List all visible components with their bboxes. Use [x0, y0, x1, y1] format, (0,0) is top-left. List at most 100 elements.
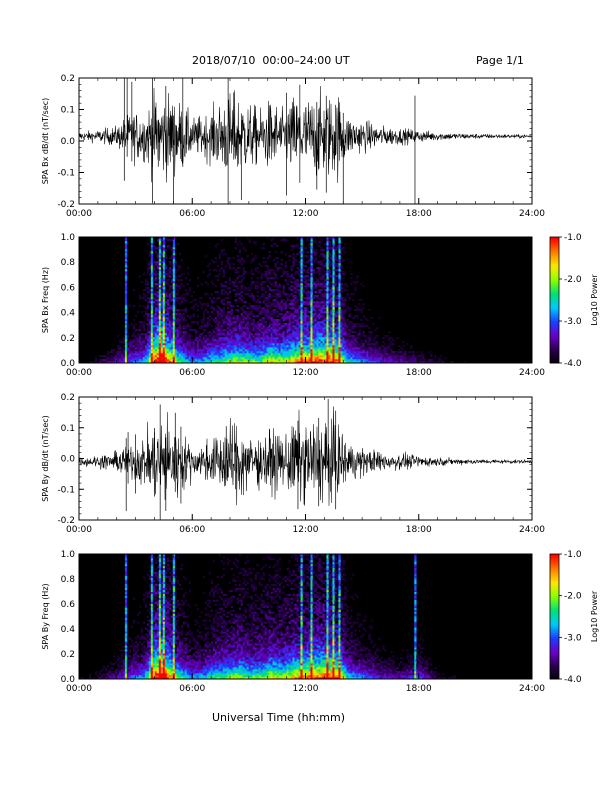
spectrogram-cell	[284, 329, 287, 332]
spectrogram-cell	[324, 299, 327, 302]
spectrogram-cell	[252, 347, 255, 350]
spectrogram-cell	[188, 335, 192, 338]
spectrogram-cell	[300, 361, 303, 364]
spectrogram-cell	[326, 315, 329, 318]
spectrogram-cell	[344, 337, 347, 340]
spectrogram-cell	[138, 275, 142, 278]
spectrogram-cell	[292, 333, 295, 336]
spectrogram-cell	[150, 347, 154, 350]
spectrogram-cell	[242, 311, 245, 314]
spectrogram-cell	[290, 315, 293, 318]
spectrogram-cell	[290, 317, 293, 320]
spectrogram-cell	[208, 335, 212, 338]
spectrogram-cell	[124, 293, 128, 296]
spectrogram-cell	[198, 357, 202, 360]
spectrogram-cell	[314, 239, 317, 242]
spectrogram-cell	[368, 349, 371, 352]
spectrogram-cell	[356, 351, 359, 354]
spectrogram-cell	[306, 347, 309, 350]
spectrogram-cell	[238, 327, 241, 330]
spectrogram-cell	[240, 321, 243, 324]
spectrogram-cell	[238, 319, 241, 322]
spectrogram-cell	[216, 311, 219, 314]
spectrogram-cell	[338, 307, 341, 310]
spectrogram-cell	[264, 345, 267, 348]
spectrogram-cell	[176, 289, 180, 292]
spectrogram-cell	[124, 239, 128, 242]
spectrogram-cell	[168, 353, 172, 356]
spectrogram-cell	[290, 321, 293, 324]
spectrogram-cell	[318, 337, 321, 340]
spectrogram-cell	[222, 347, 225, 350]
spectrogram-cell	[300, 273, 303, 276]
spectrogram-cell	[154, 339, 158, 342]
spectrogram-cell	[172, 335, 176, 338]
spectrogram-cell	[262, 289, 265, 292]
spectrogram-cell	[142, 327, 146, 330]
spectrogram-cell	[216, 319, 219, 322]
spectrogram-cell	[334, 281, 337, 284]
spectrogram-cell	[148, 345, 152, 348]
spectrogram-cell	[210, 345, 214, 348]
spectrogram-cell	[268, 341, 271, 344]
spectrogram-cell	[270, 323, 273, 326]
spectrogram-cell	[160, 335, 164, 338]
spectrogram-cell	[252, 341, 255, 344]
spectrogram-cell	[172, 285, 176, 288]
spectrogram-cell	[228, 341, 231, 344]
spectrogram-cell	[316, 301, 319, 304]
spectrogram-cell	[320, 261, 323, 264]
spectrogram-cell	[226, 293, 229, 296]
spectrogram-cell	[140, 281, 144, 284]
spectrogram-cell	[352, 293, 355, 296]
spectrogram-cell	[158, 353, 162, 356]
spectrogram-cell	[304, 319, 307, 322]
spectrogram-cell	[140, 351, 144, 354]
spectrogram-cell	[172, 237, 176, 240]
spectrogram-cell	[176, 243, 180, 246]
spectrogram-cell	[162, 257, 166, 260]
spectrogram-cell	[162, 291, 166, 294]
spectrogram-cell	[372, 347, 375, 350]
spectrogram-cell	[252, 327, 255, 330]
spectrogram-cell	[254, 255, 257, 258]
spectrogram-cell	[142, 351, 146, 354]
spectrogram-cell	[310, 269, 313, 272]
spectrogram-cell	[152, 335, 156, 338]
spectrogram-cell	[254, 327, 257, 330]
spectrogram-cell	[288, 325, 291, 328]
spectrogram-cell	[220, 355, 223, 358]
spectrogram-cell	[324, 333, 327, 336]
spectrogram-cell	[316, 317, 319, 320]
spectrogram-cell	[298, 355, 301, 358]
spectrogram-cell	[176, 291, 180, 294]
spectrogram-cell	[398, 355, 401, 358]
spectrogram-cell	[138, 361, 142, 364]
spectrogram-cell	[140, 297, 144, 300]
spectrogram-cell	[264, 327, 267, 330]
spectrogram-cell	[236, 353, 239, 356]
spectrogram-cell	[330, 337, 333, 340]
spectrogram-cell	[388, 353, 391, 356]
spectrogram-cell	[282, 349, 285, 352]
spectrogram-cell	[224, 337, 227, 340]
spectrogram-cell	[252, 259, 255, 262]
spectrogram-cell	[318, 311, 321, 314]
spectrogram-cell	[344, 335, 347, 338]
spectrogram-cell	[260, 273, 263, 276]
spectrogram-cell	[116, 361, 120, 364]
spectrogram-cell	[380, 359, 383, 362]
spectrogram-cell	[332, 277, 335, 280]
spectrogram-cell	[244, 333, 247, 336]
spectrogram-cell	[312, 283, 315, 286]
spectrogram-cell	[178, 327, 182, 330]
spectrogram-cell	[324, 329, 327, 332]
spectrogram-cell	[352, 323, 355, 326]
spectrogram-cell	[152, 267, 156, 270]
spectrogram-cell	[326, 319, 329, 322]
spectrogram-cell	[288, 319, 291, 322]
colorbar-segment	[550, 342, 559, 345]
spectrogram-cell	[306, 311, 309, 314]
spectrogram-cell	[312, 351, 315, 354]
spectrogram-cell	[210, 333, 214, 336]
